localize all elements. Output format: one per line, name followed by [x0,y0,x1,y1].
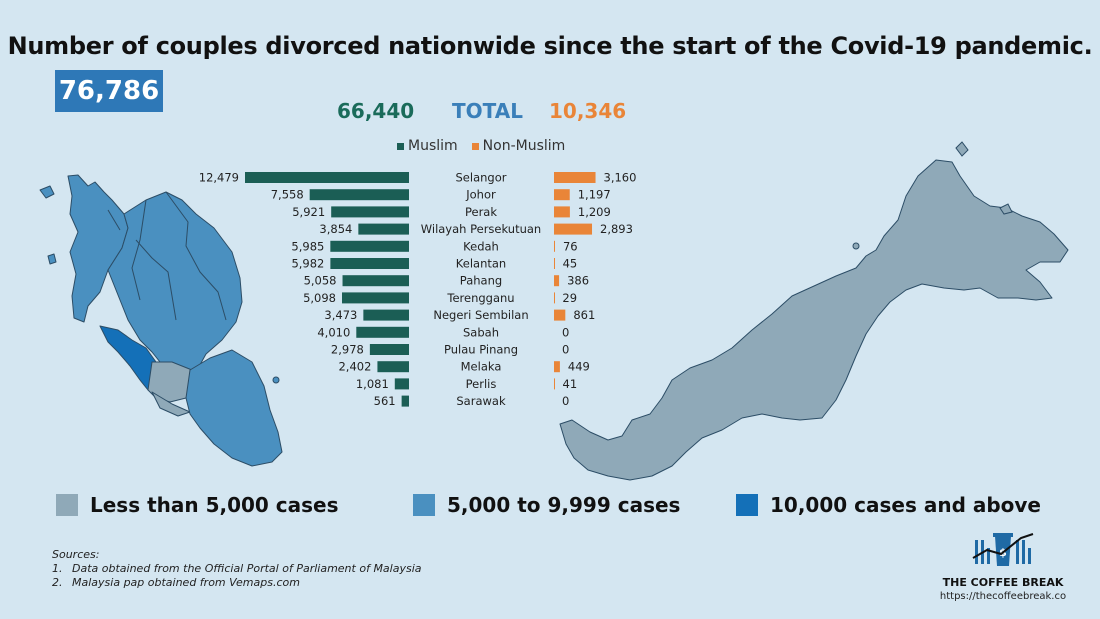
legend-muslim-swatch [397,142,404,150]
map-region-melaka [151,391,191,417]
legend-10000-above-label: 10,000 cases and above [770,493,1041,517]
sources-heading: Sources: [52,548,100,561]
non-muslim-total: 10,346 [549,99,627,123]
map-island-sebatik [999,203,1013,215]
legend-muslim: Muslim [397,138,458,154]
map-island-small [272,376,280,384]
legend-less-5000-label: Less than 5,000 cases [90,493,339,517]
map-island-penang [47,253,57,265]
brand-name: THE COFFEE BREAK [942,576,1064,589]
legend-5000-9999-label: 5,000 to 9,999 cases [447,493,681,517]
map-region-north [67,174,129,323]
brand-url: https://thecoffeebreak.co [939,591,1067,602]
page-title: Number of couples divorced nationwide si… [7,32,1093,60]
series-legend: Muslim Non-Muslim [397,138,565,154]
legend-10000-above: 10,000 cases and above [736,493,1041,517]
source-number: 1. [52,562,63,575]
sources-note: Sources: 1. Data obtained from the Offici… [52,548,422,590]
muslim-total: 66,440 [337,99,415,123]
legend-5000-9999-swatch [413,494,435,516]
source-text: Malaysia pap obtained from Vemaps.com [72,576,300,589]
map-region-johor [185,349,283,467]
map-region-sarawak-sabah [559,159,1069,481]
grand-total-badge: 76,786 [55,70,163,112]
source-item: 1. Data obtained from the Official Portal… [52,562,422,576]
source-number: 2. [52,576,63,589]
legend-muslim-label: Muslim [408,138,458,154]
total-label: TOTAL [452,99,523,123]
map-island-labuan [852,242,860,250]
legend-non-muslim-label: Non-Muslim [482,138,566,154]
coffee-cup-logo-icon: $ [972,533,1034,566]
legend-5000-9999: 5,000 to 9,999 cases [413,493,680,517]
brand-block: $ THE COFFEE BREAK https://thecoffeebrea… [938,530,1068,602]
map-island-langkawi [39,185,55,199]
source-item: 2. Malaysia pap obtained from Vemaps.com [52,576,422,590]
legend-less-5000-swatch [56,494,78,516]
source-text: Data obtained from the Official Portal o… [72,562,422,575]
legend-non-muslim-swatch [471,142,479,150]
legend-10000-above-swatch [736,494,758,516]
map-island-banggi [955,141,969,157]
legend-less-5000: Less than 5,000 cases [56,493,339,517]
legend-non-muslim: Non-Muslim [471,138,566,154]
